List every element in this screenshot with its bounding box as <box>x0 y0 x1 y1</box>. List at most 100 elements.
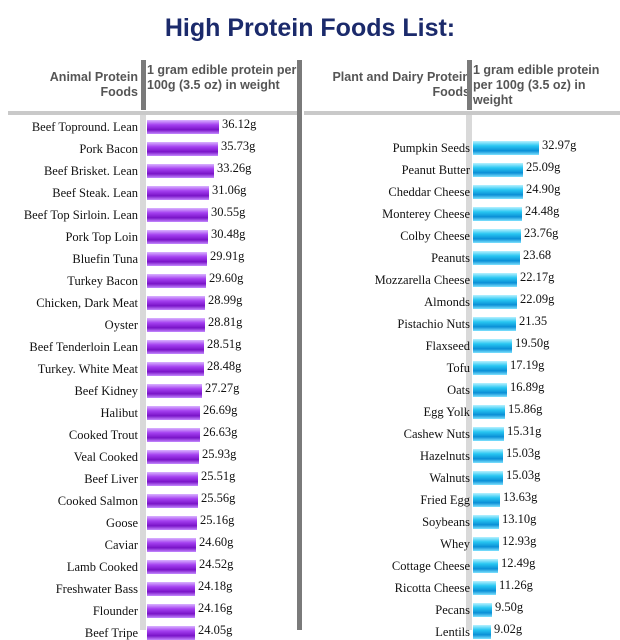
animal-category-label: Turkey. White Meat <box>37 362 138 376</box>
plant-value-label: 15.03g <box>506 446 541 460</box>
animal-value-label: 31.06g <box>212 183 247 197</box>
plant-bar <box>473 273 517 287</box>
plant-category-label: Peanuts <box>431 251 470 265</box>
animal-bar <box>147 142 218 156</box>
animal-category-label: Veal Cooked <box>73 450 138 464</box>
animal-category-label: Freshwater Bass <box>55 582 138 596</box>
plant-bar <box>473 383 507 397</box>
animal-value-label: 33.26g <box>217 161 252 175</box>
animal-bar <box>147 318 205 332</box>
animal-category-label: Cooked Trout <box>68 428 138 442</box>
right-category-header: Plant and Dairy Protein Foods <box>332 70 470 99</box>
plant-value-label: 15.31g <box>507 424 542 438</box>
animal-value-label: 25.93g <box>202 447 237 461</box>
plant-value-label: 23.68 <box>523 248 552 262</box>
animal-category-label: Pork Top Loin <box>65 230 138 244</box>
animal-bar <box>147 340 204 354</box>
animal-category-label: Goose <box>106 516 138 530</box>
plant-value-label: 25.09g <box>526 160 561 174</box>
left-header-divider <box>141 60 146 110</box>
plant-category-label: Fried Egg <box>420 493 470 507</box>
right-header-divider <box>467 60 472 110</box>
animal-category-label: Bluefin Tuna <box>72 252 138 266</box>
animal-bar <box>147 208 208 222</box>
plant-bar <box>473 339 512 353</box>
animal-category-label: Pork Bacon <box>79 142 138 156</box>
plant-category-label: Mozzarella Cheese <box>374 273 470 287</box>
plant-category-label: Lentils <box>435 625 470 639</box>
plant-bar <box>473 427 504 441</box>
animal-bar <box>147 428 200 442</box>
animal-value-label: 24.18g <box>198 579 233 593</box>
plant-category-label: Peanut Butter <box>401 163 470 177</box>
plant-value-label: 13.63g <box>503 490 538 504</box>
plant-category-label: Soybeans <box>422 515 470 529</box>
plant-value-label: 24.90g <box>526 182 561 196</box>
animal-bar <box>147 582 195 596</box>
plant-bar <box>473 251 520 265</box>
plant-category-label: Walnuts <box>429 471 470 485</box>
animal-value-label: 30.55g <box>211 205 246 219</box>
animal-category-label: Beef Liver <box>84 472 138 486</box>
plant-bar <box>473 515 499 529</box>
plant-bar <box>473 405 505 419</box>
animal-value-label: 28.48g <box>207 359 242 373</box>
animal-bar <box>147 406 200 420</box>
plant-value-label: 19.50g <box>515 336 550 350</box>
plant-value-label: 32.97g <box>542 138 577 152</box>
plant-value-label: 21.35 <box>519 314 548 328</box>
animal-value-label: 29.91g <box>210 249 245 263</box>
plant-value-label: 24.48g <box>525 204 560 218</box>
plant-bar <box>473 471 503 485</box>
plant-value-label: 17.19g <box>510 358 545 372</box>
animal-value-label: 24.16g <box>198 601 233 615</box>
plant-bar <box>473 317 516 331</box>
animal-value-label: 25.51g <box>201 469 236 483</box>
plant-value-label: 11.26g <box>499 578 533 592</box>
left-bar-panel <box>140 115 146 630</box>
animal-category-label: Beef Brisket. Lean <box>43 164 138 178</box>
animal-category-label: Turkey Bacon <box>67 274 138 288</box>
plant-bar <box>473 493 500 507</box>
animal-bar <box>147 516 197 530</box>
plant-category-label: Oats <box>447 383 470 397</box>
right-value-header: 1 gram edible protein per 100g (3.5 oz) … <box>473 63 600 107</box>
plant-category-label: Pumpkin Seeds <box>392 141 470 155</box>
plant-bar <box>473 449 503 463</box>
animal-bar <box>147 120 219 134</box>
animal-category-label: Halibut <box>100 406 139 420</box>
animal-category-label: Beef Topround. Lean <box>31 120 138 134</box>
plant-category-label: Pistachio Nuts <box>397 317 470 331</box>
plant-value-label: 9.50g <box>495 600 524 614</box>
animal-value-label: 28.51g <box>207 337 242 351</box>
plant-category-label: Monterey Cheese <box>382 207 470 221</box>
animal-value-label: 28.99g <box>208 293 243 307</box>
animal-bar <box>147 164 214 178</box>
right-bar-panel <box>466 115 472 630</box>
header-divider-left <box>8 111 298 115</box>
animal-bar <box>147 274 206 288</box>
plant-bar <box>473 185 523 199</box>
plant-value-label: 22.09g <box>520 292 555 306</box>
plant-value-label: 15.86g <box>508 402 543 416</box>
animal-category-label: Flounder <box>92 604 138 618</box>
animal-value-label: 29.60g <box>209 271 244 285</box>
animal-bar <box>147 494 198 508</box>
animal-bar <box>147 538 196 552</box>
animal-value-label: 26.69g <box>203 403 238 417</box>
animal-category-label: Oyster <box>104 318 138 332</box>
animal-bar <box>147 230 208 244</box>
plant-bar <box>473 537 499 551</box>
animal-category-label: Beef Steak. Lean <box>52 186 138 200</box>
animal-category-label: Beef Kidney <box>74 384 138 398</box>
plant-category-label: Pecans <box>435 603 470 617</box>
column-divider <box>297 60 302 630</box>
plant-bar <box>473 295 517 309</box>
animal-category-label: Beef Tenderloin Lean <box>29 340 138 354</box>
left-value-header: 1 gram edible protein per 100g (3.5 oz) … <box>147 63 297 92</box>
plant-value-label: 9.02g <box>494 622 523 636</box>
plant-value-label: 22.17g <box>520 270 555 284</box>
animal-category-label: Beef Top Sirloin. Lean <box>23 208 138 222</box>
plant-bar <box>473 207 522 221</box>
plant-bar <box>473 559 498 573</box>
